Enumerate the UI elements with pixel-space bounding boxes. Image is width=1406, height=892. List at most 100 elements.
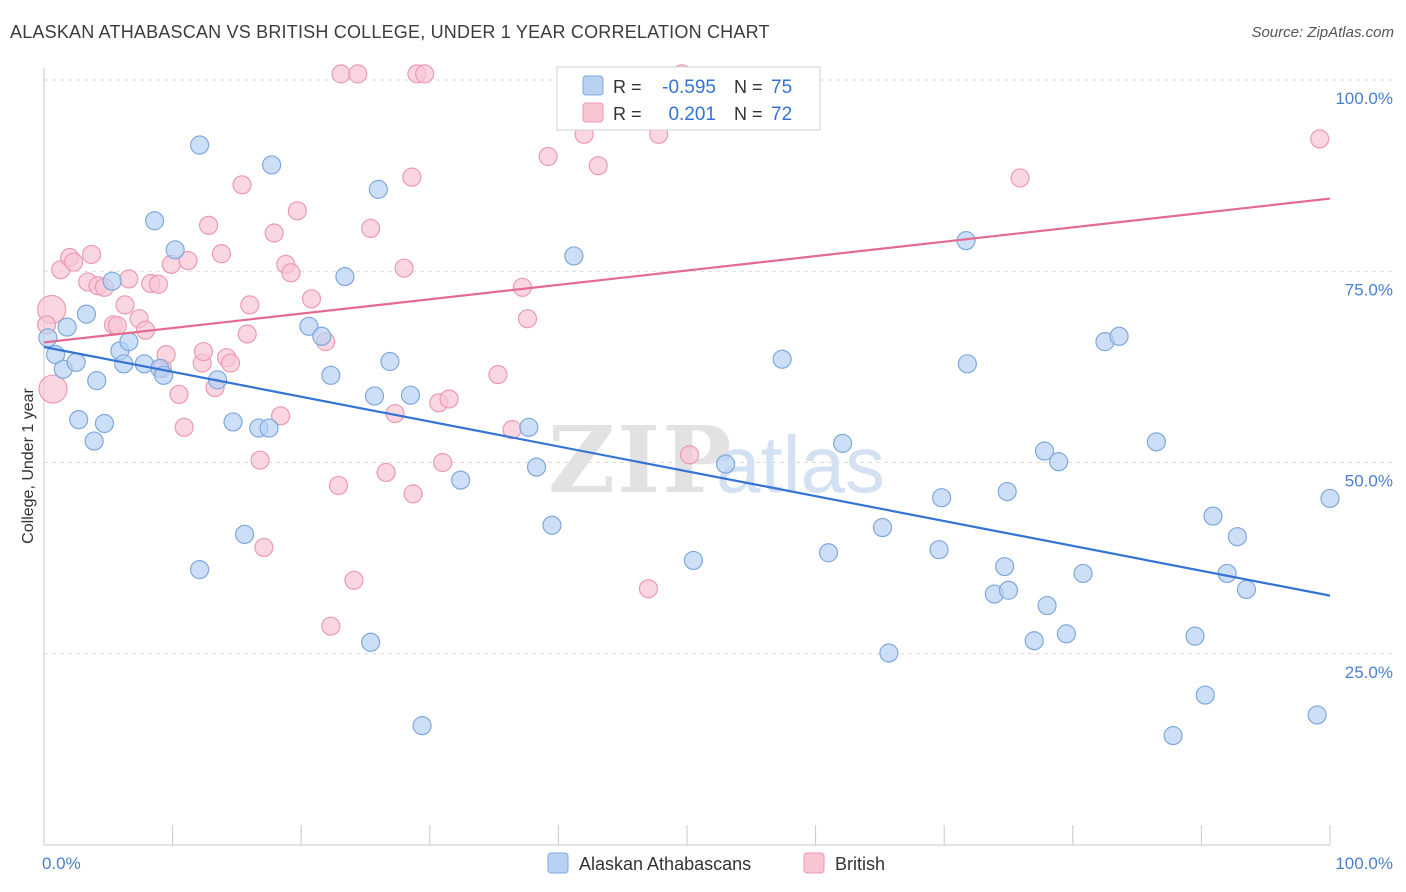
british-point: [281, 263, 301, 283]
stats-n-label-pink: N =: [734, 104, 763, 124]
source-credit: Source: ZipAtlas.com: [1251, 24, 1394, 41]
alaskan-point: [818, 543, 839, 563]
british-point: [211, 244, 232, 264]
alaskan-point: [519, 417, 539, 437]
alaskan-point: [1056, 624, 1076, 644]
british-point: [344, 570, 364, 590]
alaskan-point: [1109, 326, 1129, 346]
alaskan-point: [364, 386, 385, 406]
british-point: [588, 156, 608, 176]
british-point: [488, 364, 508, 385]
alaskan-point: [772, 349, 792, 369]
alaskan-point: [235, 524, 255, 545]
alaskan-point: [1236, 579, 1257, 600]
british-point: [679, 445, 700, 465]
alaskan-point: [526, 457, 547, 477]
british-point: [115, 295, 135, 315]
stats-n-value-blue: 75: [771, 77, 792, 98]
alaskan-point: [368, 179, 388, 199]
alaskan-point: [715, 454, 736, 474]
y-axis-label: College, Under 1 year: [20, 388, 37, 544]
british-point: [321, 616, 341, 636]
alaskan-point: [683, 550, 704, 571]
stats-r-value-blue: -0.595: [662, 77, 716, 98]
alaskan-point: [312, 326, 332, 346]
british-point: [1010, 168, 1030, 188]
british-point: [402, 167, 422, 187]
alaskan-point: [451, 470, 471, 490]
alaskan-point: [66, 352, 86, 372]
alaskan-point: [995, 556, 1015, 577]
stats-n-value-pink: 72: [771, 104, 792, 125]
alaskan-point: [957, 354, 977, 374]
alaskan-point: [1320, 488, 1340, 509]
alaskan-point: [94, 413, 115, 434]
watermark-atlas: atlas: [716, 420, 885, 509]
alaskan-point: [335, 267, 355, 287]
british-point: [250, 450, 270, 470]
british-point: [199, 215, 219, 235]
british-point: [107, 315, 127, 336]
alaskan-point: [57, 317, 77, 337]
british-point: [232, 175, 252, 195]
alaskan-point: [144, 211, 165, 231]
british-point: [264, 223, 284, 243]
british-point: [148, 274, 169, 294]
legend-swatch-alaskan-athabascans[interactable]: [547, 852, 569, 874]
alaskan-point: [879, 643, 899, 663]
alaskan-point: [299, 316, 319, 336]
alaskan-point: [1163, 726, 1183, 746]
british-point: [538, 146, 558, 167]
legend-label-british[interactable]: British: [835, 854, 885, 874]
alaskan-point: [321, 365, 341, 385]
alaskan-point: [1203, 506, 1223, 526]
x-tick-label-min: 0.0%: [42, 854, 81, 873]
trend-layer: [43, 197, 1331, 597]
british-point: [328, 475, 349, 496]
y-tick-label: 25.0%: [1345, 663, 1393, 682]
alaskan-point: [102, 271, 122, 291]
british-point: [174, 417, 194, 437]
british-point: [237, 324, 257, 344]
stats-n-label-blue: N =: [734, 77, 763, 97]
alaskan-point: [1227, 527, 1248, 547]
alaskan-point: [1034, 441, 1055, 461]
alaskan-point: [1073, 563, 1093, 584]
alaskan-point: [87, 371, 107, 391]
british-point: [178, 250, 198, 271]
alaskan-trendline: [43, 345, 1331, 597]
alaskan-point: [833, 433, 853, 453]
british-point: [240, 295, 260, 315]
alaskan-point: [1146, 432, 1166, 452]
alaskan-point: [872, 517, 893, 538]
alaskan-point: [929, 540, 949, 560]
bottom-legend: Alaskan Athabascans British: [547, 852, 885, 874]
british-point: [271, 406, 291, 426]
legend-label-alaskan-athabascans[interactable]: Alaskan Athabascans: [579, 854, 751, 874]
stats-legend: R = -0.595 N = 75 R = 0.201 N = 72: [556, 66, 821, 131]
chart-title: ALASKAN ATHABASCAN VS BRITISH COLLEGE, U…: [10, 22, 770, 42]
alaskan-point: [223, 412, 243, 432]
alaskan-point: [259, 418, 279, 438]
british-point: [439, 389, 459, 409]
stats-r-label-pink: R =: [613, 104, 642, 124]
stats-r-label-blue: R =: [613, 77, 642, 97]
legend-swatch-british[interactable]: [803, 852, 825, 874]
british-point: [1310, 129, 1330, 149]
alaskan-point: [84, 431, 104, 451]
x-tick-label-max: 100.0%: [1335, 854, 1393, 873]
british-point: [331, 64, 351, 84]
british-point: [638, 579, 659, 599]
axis-layer: 25.0% 50.0% 75.0% 100.0%: [43, 68, 1393, 846]
stats-legend-swatch-blue: [582, 75, 604, 96]
alaskan-point: [190, 559, 210, 580]
alaskan-point: [1185, 626, 1205, 646]
british-point: [254, 537, 274, 558]
alaskan-point: [262, 155, 282, 175]
y-tick-label: 75.0%: [1345, 280, 1393, 299]
watermark: ZIP atlas: [548, 406, 885, 514]
british-point: [361, 218, 381, 239]
british-point: [119, 269, 139, 289]
british-point: [220, 353, 241, 373]
